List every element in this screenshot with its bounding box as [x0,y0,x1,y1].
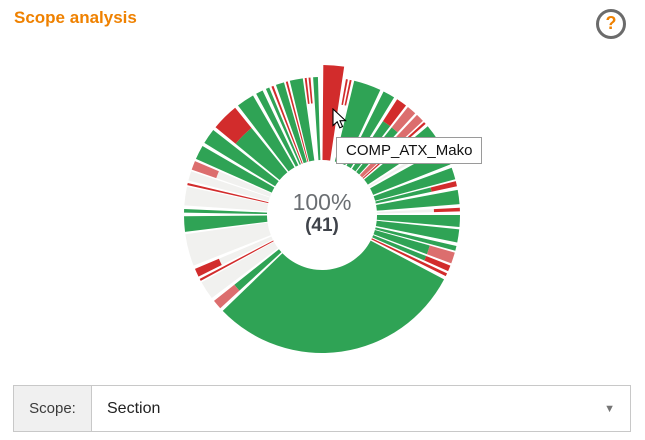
chart-segment[interactable] [344,79,352,106]
scope-bar: Scope: Section ▼ [13,385,631,432]
scope-select[interactable]: Section ▼ [92,386,630,431]
chart-segment[interactable] [285,81,309,162]
chart-segment[interactable] [376,189,460,211]
chart-segment[interactable] [341,79,348,105]
chart-segment[interactable] [199,240,274,281]
chart-segment[interactable] [430,181,457,192]
chart-segment[interactable] [234,249,282,291]
chart-segment[interactable] [187,183,269,204]
chart-segment[interactable] [376,215,460,228]
chart-segment[interactable] [184,186,269,212]
chart-segment[interactable] [308,77,313,104]
chart-segment[interactable] [222,240,445,353]
chart-segment[interactable] [237,95,295,172]
scope-label: Scope: [14,386,92,431]
chart-segment[interactable] [215,107,252,144]
chart-segment[interactable] [216,171,272,197]
chart-segment[interactable] [184,208,268,215]
chart-segment[interactable] [372,235,427,261]
chart-segment[interactable] [383,99,407,127]
chart-segment[interactable] [391,107,416,133]
chart-segment[interactable] [235,127,288,181]
chart-segment[interactable] [185,222,271,266]
mouse-cursor-icon [332,108,347,129]
chart-segment[interactable] [256,90,299,167]
chart-segment[interactable] [201,241,279,299]
chart-segment[interactable] [433,207,460,213]
chart-segment[interactable] [375,187,432,204]
chart-segment[interactable] [204,130,279,187]
chart-segment[interactable] [195,146,275,193]
chart-segment[interactable] [275,82,307,164]
chevron-down-icon: ▼ [604,402,615,415]
chart-segment[interactable] [194,258,222,277]
question-mark-icon: ? [605,13,617,33]
chart-segment[interactable] [265,87,301,165]
chart-segment[interactable] [373,229,430,255]
chart-segment[interactable] [375,220,460,243]
chart-segment[interactable] [191,161,219,179]
chart-segment[interactable] [424,256,451,272]
page-title: Scope analysis [14,8,137,27]
chart-segment[interactable] [289,78,315,162]
chart-segment[interactable] [375,227,457,251]
help-button[interactable]: ? [596,9,626,39]
chart-segment[interactable] [184,215,268,232]
tooltip: COMP_ATX_Mako [336,137,483,164]
chart-segment[interactable] [188,171,270,202]
scope-selected-value: Section [107,399,161,417]
chart-segment[interactable] [426,245,455,264]
chart-segment[interactable] [271,85,303,164]
chart-segment[interactable] [304,77,310,104]
chart-segment[interactable] [376,209,434,214]
chart-segment[interactable] [214,284,240,309]
chart-segment[interactable] [371,238,448,277]
chart-segment[interactable] [218,236,273,265]
chart-segment[interactable] [373,167,456,201]
chart-segment[interactable] [313,77,321,161]
